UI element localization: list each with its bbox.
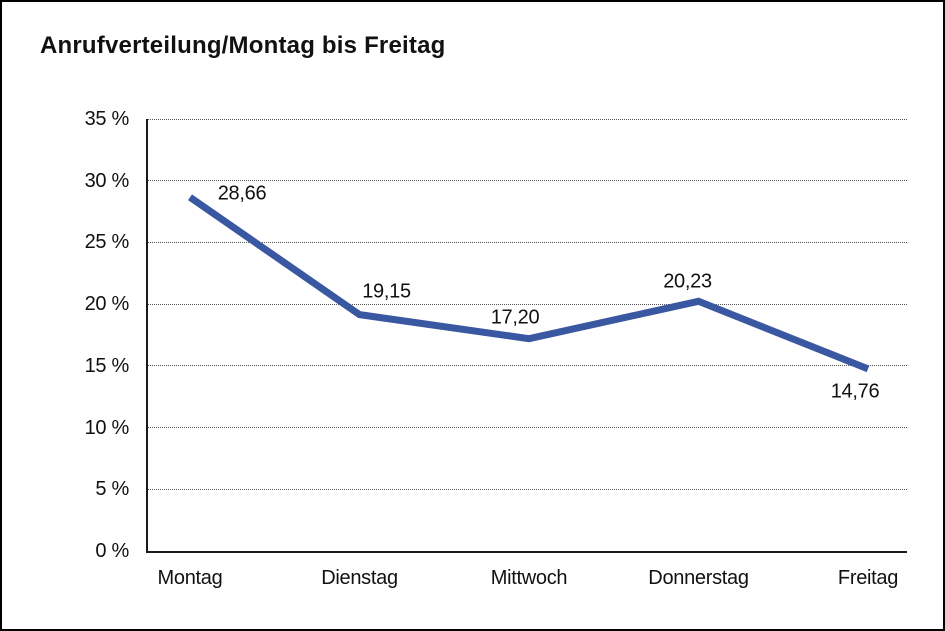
plot-area [146,118,907,553]
y-tick-label: 30 % [84,169,130,192]
data-point-label: 20,23 [663,270,712,293]
x-axis-label: Mittwoch [490,567,568,589]
x-axis-label: Freitag [837,567,899,589]
y-tick-label: 20 % [84,293,130,316]
y-tick-label: 0 % [95,540,129,562]
gridline [148,427,907,429]
x-axis-line [146,551,907,553]
series-svg [188,194,870,373]
y-tick-label: 15 % [84,354,130,377]
data-point-label: 28,66 [217,182,267,205]
x-axis-label: Donnerstag [648,567,749,589]
y-tick-label: 25 % [84,231,130,254]
data-point-label: 19,15 [362,280,411,303]
gridline [148,303,907,305]
y-axis-line [146,119,148,553]
y-tick-label: 10 % [84,416,130,439]
data-point-label: 14,76 [830,380,880,403]
y-tick-label: 5 % [95,478,129,501]
gridline [148,118,907,120]
gridline [148,488,907,490]
gridline [148,241,907,243]
x-axis-label: Montag [157,567,223,589]
data-point-label: 17,20 [490,306,540,329]
chart-title: Anrufverteilung/Montag bis Freitag [40,32,446,59]
gridline [148,180,907,182]
x-axis-label: Dienstag [321,567,398,589]
gridline [148,365,907,367]
y-tick-label: 35 % [84,108,130,130]
series-line [188,194,870,373]
